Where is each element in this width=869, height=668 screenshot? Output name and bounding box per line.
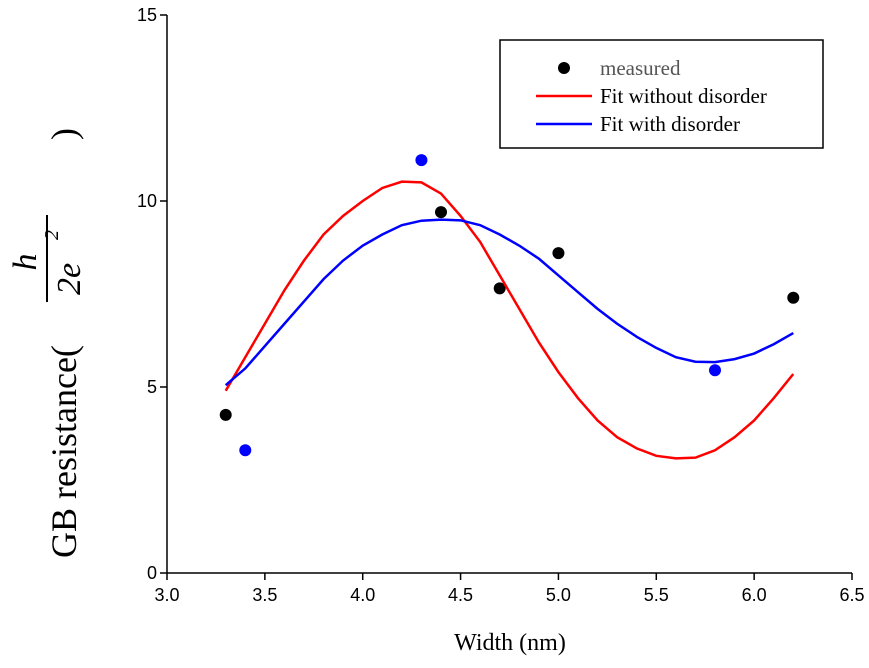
x-axis-label: Width (nm) xyxy=(454,630,566,656)
y-label-close: ) xyxy=(44,128,84,140)
x-tick-label: 3.5 xyxy=(252,585,277,605)
fit-line xyxy=(224,180,795,460)
data-point xyxy=(787,291,800,304)
x-tick-label: 6.5 xyxy=(839,585,864,605)
data-point xyxy=(552,247,565,260)
data-point xyxy=(435,206,447,219)
data-point xyxy=(493,282,506,295)
y-label-text: GB resistance( xyxy=(44,345,84,558)
data-point xyxy=(219,408,232,421)
x-tick-label: 5.5 xyxy=(644,585,669,605)
legend-box xyxy=(499,39,824,149)
data-point xyxy=(415,154,428,167)
legend: measured Fit without disorder Fit with dis… xyxy=(499,39,824,149)
data-point xyxy=(239,444,252,457)
y-label-superscript: 2 xyxy=(41,230,63,240)
x-tick-label: 6.0 xyxy=(742,585,767,605)
y-tick-label: 0 xyxy=(147,563,157,583)
x-tick-label: 4.5 xyxy=(448,585,473,605)
legend-label: measured xyxy=(600,56,681,80)
y-tick-label: 10 xyxy=(137,191,157,211)
y-label-numerator: h xyxy=(7,254,44,271)
y-tick-label: 15 xyxy=(137,5,157,25)
x-tick-label: 5.0 xyxy=(546,585,571,605)
data-point xyxy=(709,364,721,377)
legend-label: Fit without disorder xyxy=(600,84,767,108)
x-tick-label: 4.0 xyxy=(350,585,375,605)
y-tick-label: 5 xyxy=(147,377,157,397)
legend-label: Fit with disorder xyxy=(600,112,740,136)
legend-marker xyxy=(558,62,570,74)
x-tick-label: 3.0 xyxy=(154,585,179,605)
y-axis-label: GB resistance( h 2e 2 ) xyxy=(7,128,88,558)
fit-line xyxy=(224,218,794,387)
y-label-denominator: 2e xyxy=(51,263,88,295)
